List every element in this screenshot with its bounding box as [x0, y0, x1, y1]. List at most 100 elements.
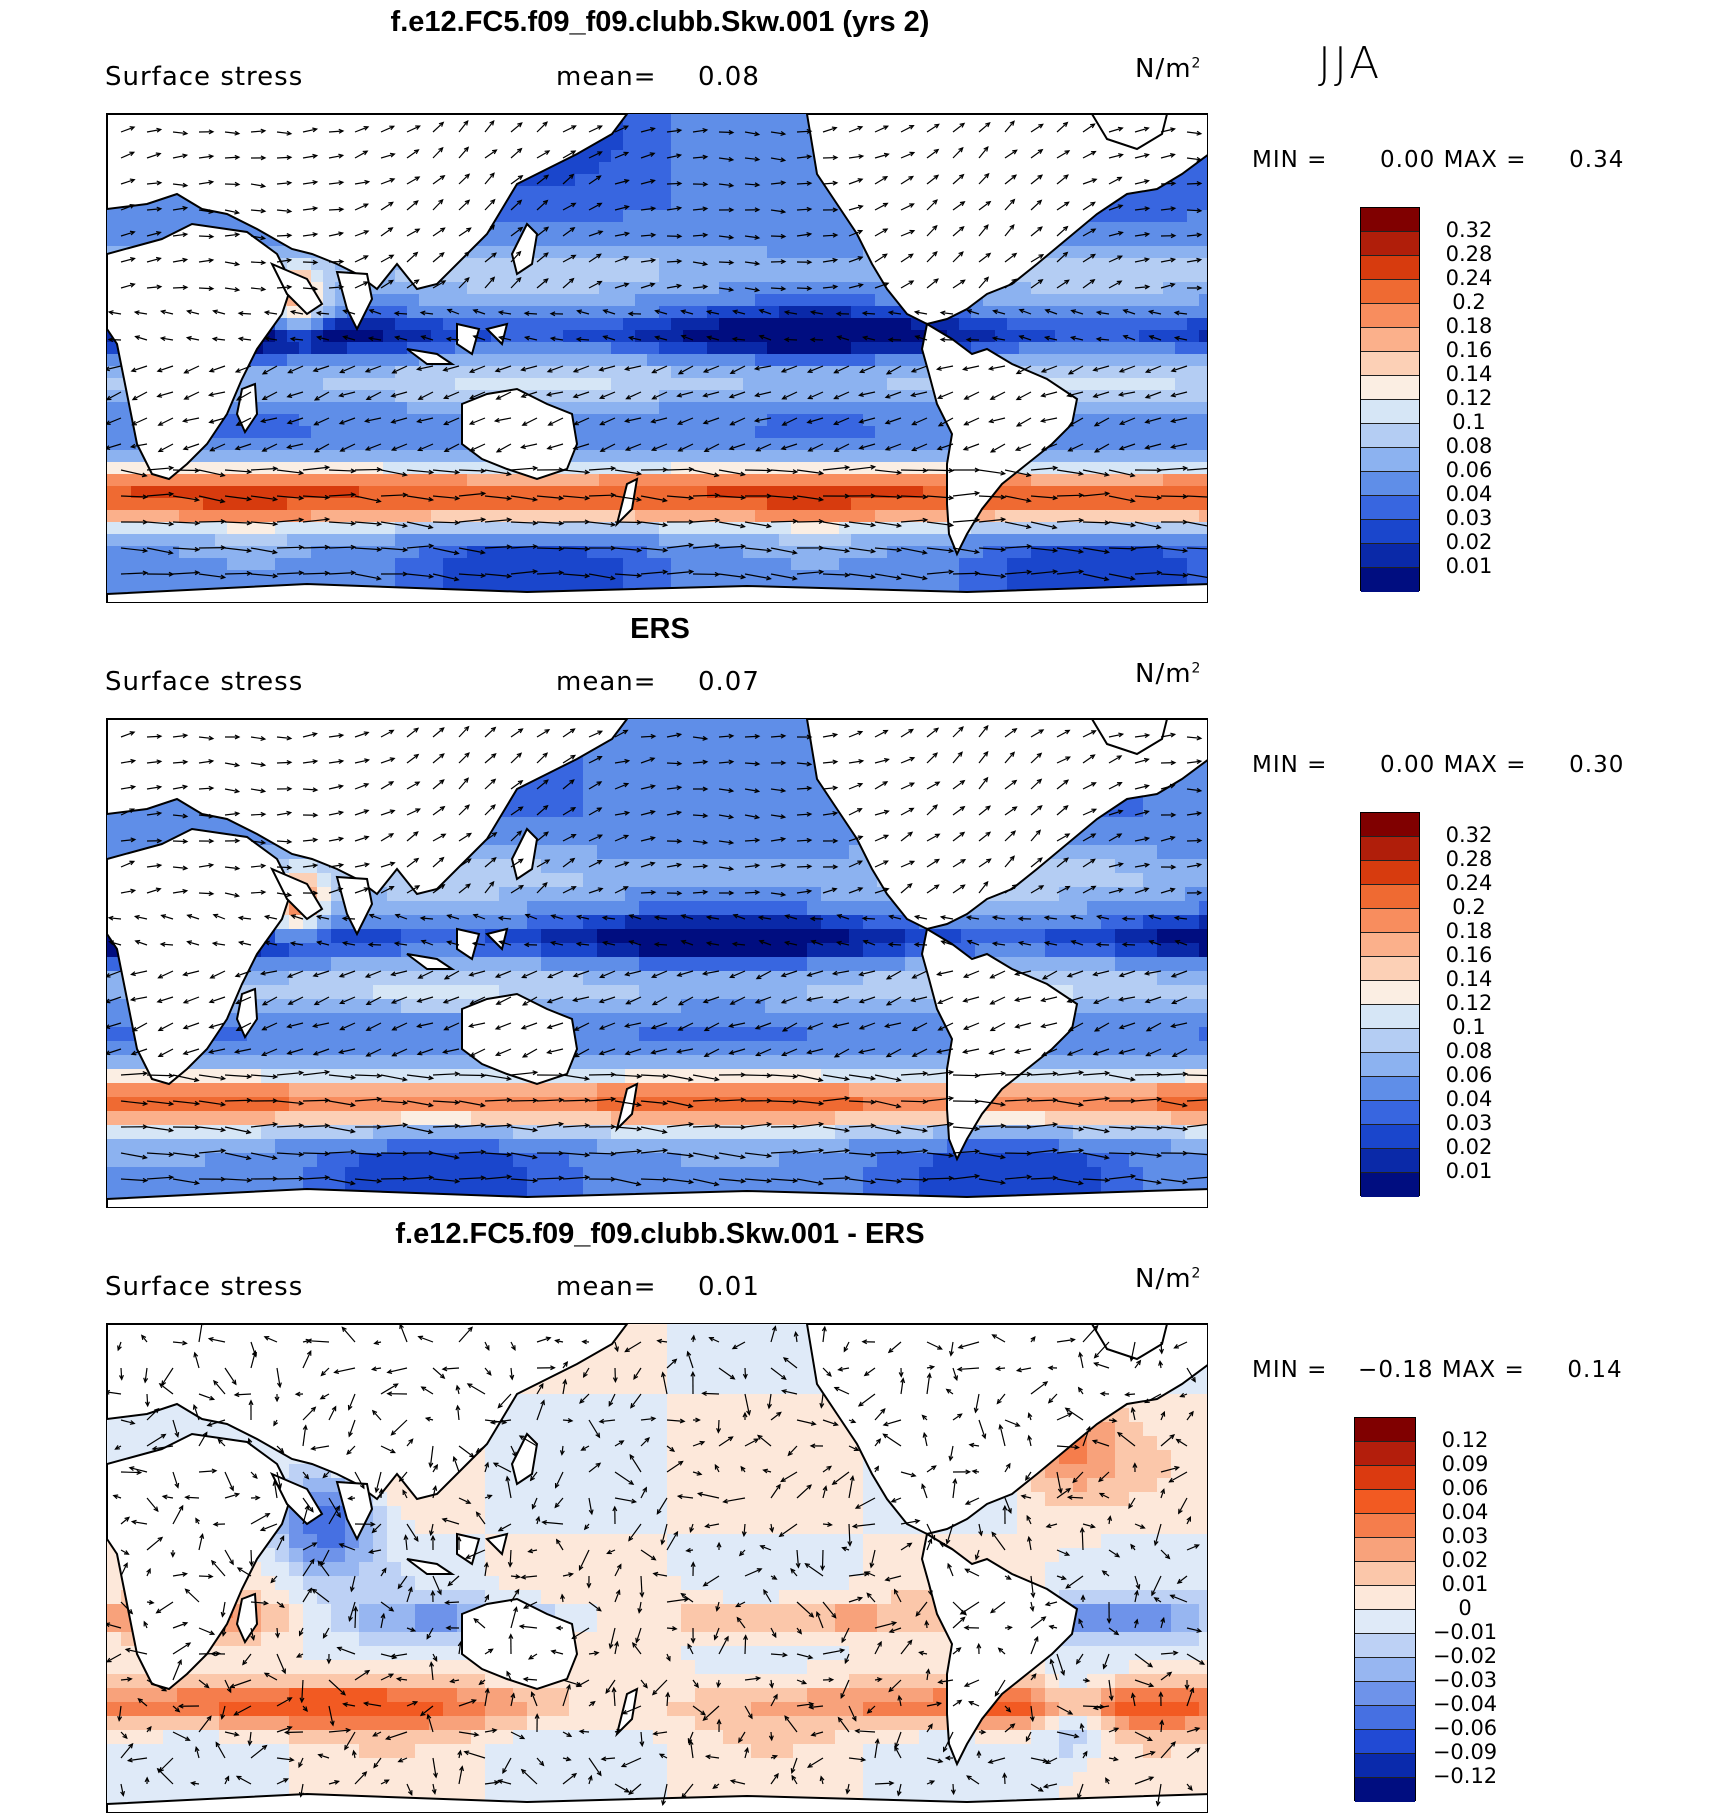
- field-cell: [443, 342, 456, 355]
- field-cell: [683, 426, 696, 439]
- field-cell: [239, 522, 252, 535]
- vector-arrow: [302, 181, 317, 185]
- vector-arrowhead: [1009, 198, 1016, 205]
- field-cell: [755, 486, 768, 499]
- field-cell: [839, 294, 852, 307]
- field-cell: [1187, 534, 1200, 547]
- field-cell: [839, 402, 852, 415]
- field-cell: [815, 186, 828, 199]
- vector-arrow: [340, 443, 356, 452]
- field-cell: [1043, 366, 1056, 379]
- vector-arrowhead: [1170, 127, 1176, 133]
- vector-arrow: [510, 200, 522, 211]
- vector-arrowhead: [261, 369, 268, 375]
- field-cell: [227, 414, 240, 427]
- field-cell: [407, 378, 420, 391]
- field-cell: [695, 186, 708, 199]
- field-cell: [695, 162, 708, 175]
- vector-arrowhead: [442, 366, 449, 372]
- field-cell: [1187, 390, 1200, 403]
- vector-arrow: [536, 252, 549, 263]
- field-cell: [923, 498, 936, 511]
- vector-arrow: [952, 226, 964, 237]
- vector-arrowhead: [523, 310, 530, 316]
- field-cell: [335, 318, 348, 331]
- vector-arrow: [132, 391, 148, 401]
- vector-arrowhead: [543, 226, 550, 232]
- field-cell: [395, 546, 408, 559]
- field-cell: [1067, 534, 1080, 547]
- field-cell: [1019, 294, 1032, 307]
- field-cell: [755, 354, 768, 367]
- vector-arrowhead: [624, 418, 630, 424]
- vector-arrowhead: [908, 280, 915, 286]
- field-cell: [1091, 294, 1104, 307]
- field-cell: [1079, 342, 1092, 355]
- field-cell: [323, 474, 336, 487]
- field-cell: [1103, 402, 1116, 415]
- field-cell: [395, 570, 408, 583]
- field-cell: [1127, 462, 1140, 475]
- field-cell: [203, 558, 216, 571]
- vector-arrow: [510, 122, 523, 133]
- field-cell: [695, 522, 708, 535]
- vector-arrow: [1004, 278, 1017, 289]
- vector-arrow: [458, 147, 469, 159]
- field-cell: [1067, 354, 1080, 367]
- field-cell: [719, 174, 732, 187]
- field-cell: [359, 402, 372, 415]
- field-cell: [311, 546, 324, 559]
- field-cell: [1139, 306, 1152, 319]
- vector-arrow: [161, 337, 174, 341]
- vector-arrow: [938, 391, 954, 399]
- field-cell: [179, 570, 192, 583]
- vector-arrowhead: [289, 309, 296, 315]
- field-cell: [1079, 390, 1092, 403]
- field-cell: [707, 138, 720, 151]
- field-cell: [1175, 222, 1188, 235]
- field-cell: [1031, 354, 1044, 367]
- field-cell: [1091, 450, 1104, 463]
- field-cell: [1079, 498, 1092, 511]
- field-cell: [911, 534, 924, 547]
- field-cell: [695, 402, 708, 415]
- vector-arrowhead: [440, 280, 447, 286]
- field-cell: [779, 318, 792, 331]
- field-cell: [803, 246, 816, 259]
- vector-arrow: [1160, 153, 1175, 159]
- field-cell: [743, 390, 756, 403]
- field-cell: [527, 366, 540, 379]
- vector-arrow: [755, 417, 772, 422]
- field-cell: [611, 558, 624, 571]
- field-cell: [1127, 234, 1140, 247]
- field-cell: [419, 534, 432, 547]
- vector-arrowhead: [832, 180, 839, 186]
- vector-arrow: [551, 337, 564, 341]
- field-cell: [683, 162, 696, 175]
- field-cell: [515, 354, 528, 367]
- field-cell: [467, 282, 480, 295]
- vector-arrow: [692, 469, 719, 477]
- field-cell: [779, 294, 792, 307]
- field-cell: [623, 222, 636, 235]
- field-cell: [299, 402, 312, 415]
- vector-arrow: [1004, 253, 1017, 263]
- field-cell: [347, 414, 360, 427]
- field-cell: [707, 114, 720, 127]
- field-cell: [599, 318, 612, 331]
- field-cell: [1163, 462, 1176, 475]
- vector-arrow: [600, 391, 616, 399]
- field-cell: [1127, 318, 1140, 331]
- field-cell: [1127, 534, 1140, 547]
- vector-arrow: [692, 129, 707, 133]
- field-cell: [119, 462, 132, 475]
- vector-arrow: [250, 235, 265, 240]
- field-cell: [659, 426, 672, 439]
- field-cell: [671, 162, 684, 175]
- field-cell: [563, 210, 576, 223]
- field-cell: [743, 522, 756, 535]
- field-cell: [623, 378, 636, 391]
- field-cell: [1163, 306, 1176, 319]
- vector-arrow: [238, 312, 252, 315]
- field-cell: [779, 186, 792, 199]
